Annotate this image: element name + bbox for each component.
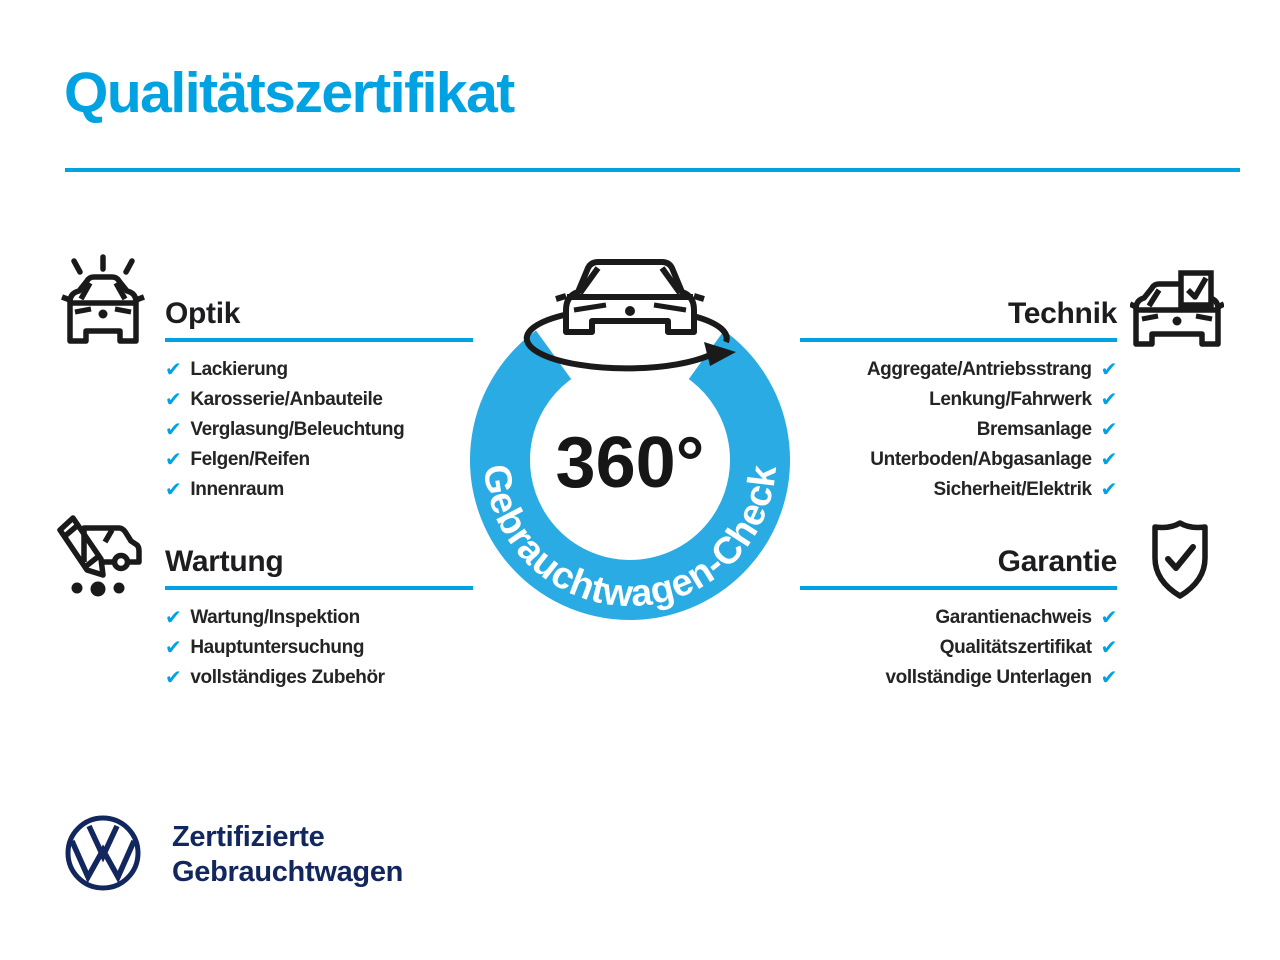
section-underline — [800, 338, 1117, 342]
list-item: Garantienachweis ✔ — [800, 603, 1117, 633]
list-item: ✔ Lackierung — [165, 355, 473, 385]
checklist-wartung: ✔ Wartung/Inspektion ✔ Hauptuntersuchung ✔… — [165, 603, 473, 693]
list-item: ✔ Karosserie/Anbauteile — [165, 385, 473, 415]
list-item: ✔ Wartung/Inspektion — [165, 603, 473, 633]
list-item: ✔ Hauptuntersuchung — [165, 633, 473, 663]
title-divider — [65, 168, 1240, 172]
list-item-label: Innenraum — [190, 479, 284, 500]
check-icon: ✔ — [1100, 479, 1118, 501]
check-icon: ✔ — [1100, 419, 1118, 441]
shield-check-icon — [1152, 520, 1208, 599]
check-icon: ✔ — [1100, 607, 1118, 629]
check-icon: ✔ — [165, 449, 182, 471]
brand-line-2: Gebrauchtwagen — [172, 856, 404, 888]
vw-logo — [65, 815, 141, 891]
page-title: Qualitätszertifikat — [64, 61, 515, 125]
list-item-label: vollständiges Zubehör — [190, 667, 385, 688]
section-underline — [800, 586, 1117, 590]
checklist-garantie: Garantienachweis ✔ Qualitätszertifikat ✔ v… — [800, 603, 1117, 693]
list-item: vollständige Unterlagen ✔ — [800, 663, 1117, 693]
car-checkbox-icon — [1130, 270, 1224, 347]
section-underline — [165, 338, 473, 342]
check-icon: ✔ — [165, 637, 182, 659]
list-item-label: Hauptuntersuchung — [190, 637, 365, 658]
check-icon: ✔ — [1100, 359, 1118, 381]
check-icon: ✔ — [1100, 667, 1118, 689]
list-item: ✔ Felgen/Reifen — [165, 445, 473, 475]
list-item-label: vollständige Unterlagen — [885, 667, 1092, 688]
section-title-technik: Technik — [1007, 297, 1117, 330]
shine-car-icon — [61, 254, 145, 344]
brand-line-1: Zertifizierte — [172, 821, 325, 853]
list-item-label: Sicherheit/Elektrik — [933, 479, 1092, 500]
rotating-car-icon — [523, 259, 736, 372]
360-check-diagram: Gebrauchtwagen-Check 360° — [470, 259, 790, 620]
check-icon: ✔ — [165, 389, 182, 411]
list-item: Aggregate/Antriebsstrang ✔ — [800, 355, 1118, 385]
check-icon: ✔ — [165, 667, 182, 689]
degree-label: 360° — [556, 423, 705, 503]
list-item-label: Felgen/Reifen — [190, 449, 310, 470]
checklist-optik: ✔ Lackierung ✔ Karosserie/Anbauteile ✔ Verg… — [165, 355, 473, 505]
list-item-label: Lackierung — [190, 359, 288, 380]
section-title-wartung: Wartung — [165, 545, 284, 578]
list-item-label: Aggregate/Antriebsstrang — [866, 359, 1092, 380]
section-optik: Optik ✔ Lackierung ✔ Karosserie/Anbauteile… — [165, 297, 473, 505]
check-icon: ✔ — [165, 359, 182, 381]
list-item-label: Qualitätszertifikat — [939, 637, 1092, 658]
check-icon: ✔ — [1100, 389, 1118, 411]
check-icon: ✔ — [165, 419, 182, 441]
list-item-label: Unterboden/Abgasanlage — [870, 449, 1092, 470]
list-item: ✔ Innenraum — [165, 475, 473, 505]
check-icon: ✔ — [165, 607, 182, 629]
list-item-label: Karosserie/Anbauteile — [190, 389, 383, 410]
list-item: Sicherheit/Elektrik ✔ — [800, 475, 1117, 505]
list-item: ✔ vollständiges Zubehör — [165, 663, 473, 693]
check-icon: ✔ — [165, 479, 182, 501]
section-title-garantie: Garantie — [997, 545, 1118, 578]
list-item: Unterboden/Abgasanlage ✔ — [800, 445, 1117, 475]
section-wartung: Wartung ✔ Wartung/Inspektion ✔ Hauptunters… — [165, 545, 473, 693]
check-icon: ✔ — [1100, 637, 1118, 659]
checklist-technik: Aggregate/Antriebsstrang ✔ Lenkung/Fahrwe… — [800, 355, 1118, 505]
list-item: ✔ Verglasung/Beleuchtung — [165, 415, 473, 445]
list-item: Bremsanlage ✔ — [800, 415, 1118, 445]
list-item-label: Bremsanlage — [976, 419, 1092, 440]
list-item: Lenkung/Fahrwerk ✔ — [800, 385, 1117, 415]
list-item-label: Garantienachweis — [935, 607, 1092, 628]
brand-text: Zertifizierte Gebrauchtwagen — [172, 820, 403, 890]
list-item: Qualitätszertifikat ✔ — [800, 633, 1118, 663]
section-title-optik: Optik — [165, 297, 241, 330]
ring — [470, 330, 790, 620]
section-technik: Technik Aggregate/Antriebsstrang ✔ Lenkun… — [800, 297, 1117, 505]
pencil-car-icon — [57, 515, 142, 597]
check-icon: ✔ — [1100, 449, 1118, 471]
list-item-label: Wartung/Inspektion — [190, 607, 360, 628]
list-item-label: Verglasung/Beleuchtung — [190, 419, 405, 440]
section-underline — [165, 586, 473, 590]
list-item-label: Lenkung/Fahrwerk — [929, 389, 1092, 410]
section-garantie: Garantie Garantienachweis ✔ Qualitätszert… — [800, 545, 1117, 693]
